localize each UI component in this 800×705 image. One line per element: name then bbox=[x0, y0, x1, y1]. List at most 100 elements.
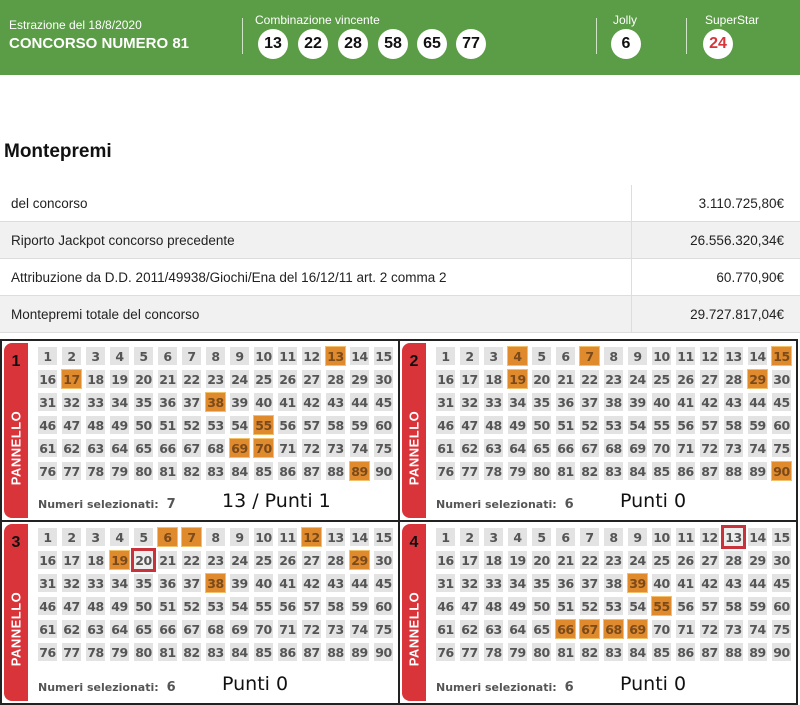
number-cell[interactable]: 51 bbox=[556, 597, 575, 615]
number-cell[interactable]: 17 bbox=[62, 551, 81, 569]
number-cell[interactable]: 88 bbox=[326, 462, 345, 480]
number-cell[interactable]: 41 bbox=[676, 393, 695, 411]
number-cell-selected[interactable]: 29 bbox=[350, 551, 369, 569]
number-cell[interactable]: 8 bbox=[604, 347, 623, 365]
number-cell[interactable]: 76 bbox=[38, 643, 57, 661]
number-cell[interactable]: 29 bbox=[748, 551, 767, 569]
number-cell[interactable]: 72 bbox=[302, 620, 321, 638]
number-cell[interactable]: 1 bbox=[38, 528, 57, 546]
number-cell[interactable]: 79 bbox=[110, 643, 129, 661]
number-cell[interactable]: 24 bbox=[230, 370, 249, 388]
number-cell[interactable]: 81 bbox=[556, 462, 575, 480]
number-cell[interactable]: 25 bbox=[254, 370, 273, 388]
number-cell[interactable]: 40 bbox=[652, 393, 671, 411]
number-cell[interactable]: 32 bbox=[62, 393, 81, 411]
number-cell[interactable]: 21 bbox=[556, 370, 575, 388]
number-cell[interactable]: 40 bbox=[652, 574, 671, 592]
number-cell[interactable]: 50 bbox=[532, 597, 551, 615]
number-cell[interactable]: 30 bbox=[772, 551, 791, 569]
number-cell[interactable]: 58 bbox=[326, 416, 345, 434]
number-cell[interactable]: 20 bbox=[532, 551, 551, 569]
number-cell[interactable]: 65 bbox=[532, 439, 551, 457]
number-cell[interactable]: 37 bbox=[580, 393, 599, 411]
number-cell[interactable]: 79 bbox=[508, 462, 527, 480]
number-cell[interactable]: 68 bbox=[604, 439, 623, 457]
number-cell[interactable]: 89 bbox=[350, 643, 369, 661]
number-cell[interactable]: 54 bbox=[230, 416, 249, 434]
number-cell[interactable]: 89 bbox=[748, 643, 767, 661]
number-cell[interactable]: 19 bbox=[508, 551, 527, 569]
number-cell[interactable]: 82 bbox=[182, 462, 201, 480]
number-cell-selected[interactable]: 12 bbox=[302, 528, 321, 546]
number-cell[interactable]: 33 bbox=[484, 393, 503, 411]
number-cell[interactable]: 87 bbox=[700, 462, 719, 480]
number-cell[interactable]: 2 bbox=[62, 528, 81, 546]
number-cell[interactable]: 59 bbox=[350, 416, 369, 434]
number-cell[interactable]: 22 bbox=[182, 551, 201, 569]
number-cell[interactable]: 37 bbox=[580, 574, 599, 592]
number-cell[interactable]: 19 bbox=[110, 370, 129, 388]
number-cell[interactable]: 22 bbox=[182, 370, 201, 388]
number-cell[interactable]: 16 bbox=[436, 370, 455, 388]
number-cell[interactable]: 86 bbox=[676, 643, 695, 661]
number-cell[interactable]: 70 bbox=[652, 620, 671, 638]
number-cell[interactable]: 32 bbox=[460, 574, 479, 592]
number-cell[interactable]: 5 bbox=[532, 347, 551, 365]
number-cell[interactable]: 87 bbox=[302, 462, 321, 480]
number-cell[interactable]: 75 bbox=[374, 439, 393, 457]
number-cell[interactable]: 31 bbox=[38, 574, 57, 592]
number-cell[interactable]: 75 bbox=[374, 620, 393, 638]
number-cell[interactable]: 45 bbox=[772, 393, 791, 411]
number-cell[interactable]: 51 bbox=[556, 416, 575, 434]
number-cell[interactable]: 47 bbox=[460, 597, 479, 615]
number-cell[interactable]: 60 bbox=[374, 416, 393, 434]
number-cell-drawn[interactable]: 20 bbox=[134, 551, 153, 569]
number-cell[interactable]: 15 bbox=[772, 528, 791, 546]
number-cell[interactable]: 7 bbox=[182, 347, 201, 365]
number-cell[interactable]: 1 bbox=[436, 347, 455, 365]
number-cell-selected[interactable]: 90 bbox=[772, 462, 791, 480]
number-cell[interactable]: 41 bbox=[676, 574, 695, 592]
number-cell[interactable]: 43 bbox=[724, 393, 743, 411]
number-cell[interactable]: 21 bbox=[158, 370, 177, 388]
number-cell[interactable]: 9 bbox=[230, 528, 249, 546]
number-cell[interactable]: 4 bbox=[110, 528, 129, 546]
number-cell[interactable]: 26 bbox=[278, 551, 297, 569]
number-cell[interactable]: 80 bbox=[532, 643, 551, 661]
number-cell[interactable]: 17 bbox=[460, 370, 479, 388]
number-cell[interactable]: 43 bbox=[724, 574, 743, 592]
number-cell[interactable]: 31 bbox=[38, 393, 57, 411]
number-cell[interactable]: 14 bbox=[748, 528, 767, 546]
number-cell[interactable]: 67 bbox=[580, 439, 599, 457]
number-cell[interactable]: 64 bbox=[110, 439, 129, 457]
number-cell[interactable]: 61 bbox=[436, 439, 455, 457]
number-cell[interactable]: 17 bbox=[460, 551, 479, 569]
number-cell[interactable]: 33 bbox=[86, 574, 105, 592]
number-cell[interactable]: 66 bbox=[158, 439, 177, 457]
number-cell[interactable]: 56 bbox=[278, 416, 297, 434]
number-cell[interactable]: 42 bbox=[302, 574, 321, 592]
number-cell[interactable]: 49 bbox=[110, 597, 129, 615]
number-cell[interactable]: 32 bbox=[460, 393, 479, 411]
number-cell[interactable]: 73 bbox=[326, 439, 345, 457]
number-cell[interactable]: 34 bbox=[508, 393, 527, 411]
number-cell[interactable]: 48 bbox=[86, 597, 105, 615]
number-cell[interactable]: 35 bbox=[532, 574, 551, 592]
number-cell[interactable]: 27 bbox=[302, 551, 321, 569]
number-cell[interactable]: 8 bbox=[206, 528, 225, 546]
number-cell[interactable]: 16 bbox=[38, 370, 57, 388]
number-cell[interactable]: 83 bbox=[604, 643, 623, 661]
number-cell[interactable]: 48 bbox=[86, 416, 105, 434]
number-cell[interactable]: 27 bbox=[700, 551, 719, 569]
number-cell[interactable]: 28 bbox=[724, 551, 743, 569]
number-cell[interactable]: 71 bbox=[676, 439, 695, 457]
number-cell[interactable]: 82 bbox=[580, 462, 599, 480]
number-cell[interactable]: 71 bbox=[278, 620, 297, 638]
number-cell[interactable]: 57 bbox=[700, 416, 719, 434]
number-cell[interactable]: 9 bbox=[628, 528, 647, 546]
number-cell[interactable]: 65 bbox=[134, 620, 153, 638]
number-cell[interactable]: 48 bbox=[484, 416, 503, 434]
number-cell-selected[interactable]: 4 bbox=[508, 347, 527, 365]
number-cell[interactable]: 74 bbox=[748, 620, 767, 638]
number-cell[interactable]: 60 bbox=[772, 416, 791, 434]
